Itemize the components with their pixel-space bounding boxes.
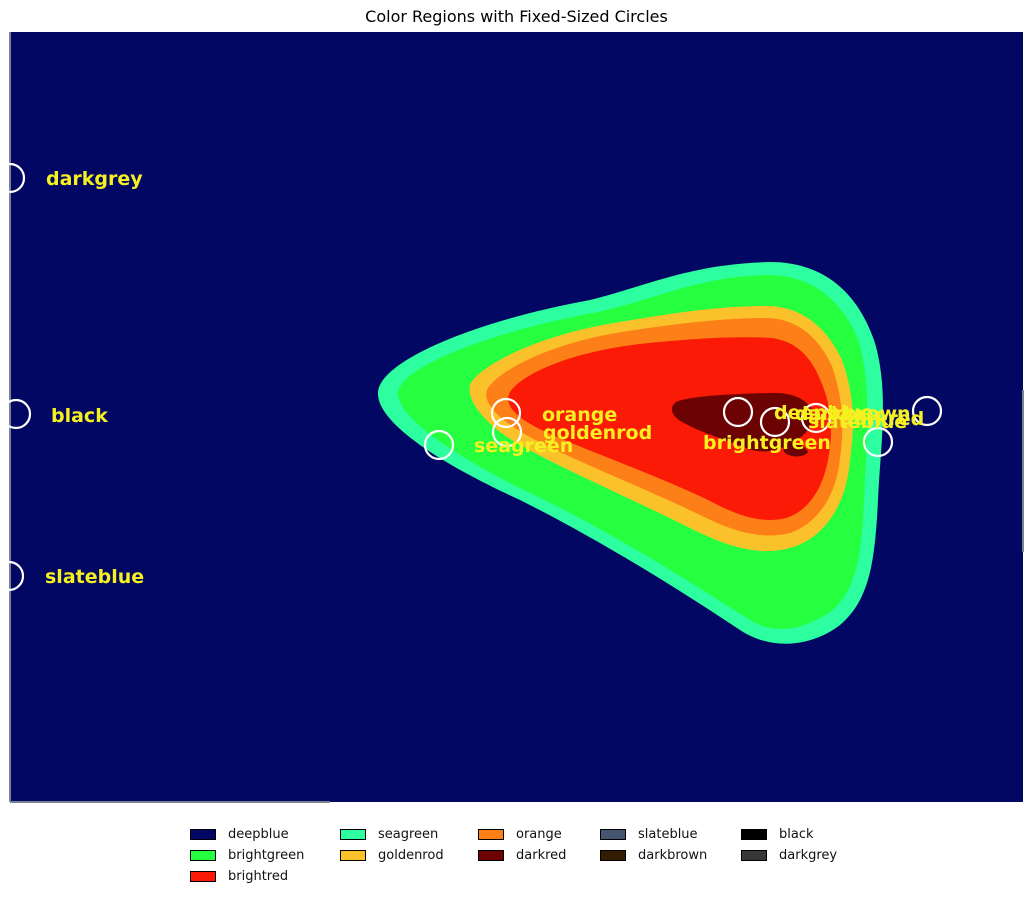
legend-label-goldenrod: goldenrod — [378, 847, 444, 863]
legend-label-black: black — [779, 826, 814, 842]
region-darkred-spot — [782, 441, 808, 457]
legend-item-seagreen: seagreen — [340, 826, 438, 842]
annotation-label-brightgreen: brightgreen — [703, 432, 831, 454]
legend-label-darkgrey: darkgrey — [779, 847, 838, 863]
annotation-label-seagreen: seagreen — [474, 435, 573, 457]
legend-item-brightgreen: brightgreen — [190, 847, 304, 863]
legend-label-darkbrown: darkbrown — [638, 847, 708, 863]
legend: deepblue brightgreen brightred seagreen gold… — [190, 826, 890, 886]
legend-swatch-brightgreen — [190, 849, 216, 861]
legend-swatch-darkgrey — [741, 849, 767, 861]
annotation-label-slateblue: slateblue — [45, 566, 144, 588]
annotation-label-black: black — [51, 405, 108, 427]
legend-label-orange: orange — [516, 826, 562, 842]
annotation-circle-orange — [490, 397, 522, 429]
legend-item-darkgrey: darkgrey — [741, 847, 837, 863]
legend-label-slateblue: slateblue — [638, 826, 698, 842]
annotation-label-orange: orange — [542, 404, 617, 426]
legend-swatch-deepblue — [190, 828, 216, 840]
annotation-circle-seagreen — [423, 429, 455, 461]
legend-swatch-darkbrown — [600, 849, 626, 861]
legend-swatch-seagreen — [340, 828, 366, 840]
axes-frame — [9, 32, 1024, 803]
annotation-label-goldenrod: goldenrod — [543, 422, 652, 444]
region-brightred — [508, 337, 832, 520]
annotation-label-darkred: darkred — [840, 408, 924, 430]
annotation-circle-darkgrey — [0, 162, 26, 194]
annotation-label-deepblue: deepblue — [774, 402, 874, 424]
legend-item-black: black — [741, 826, 814, 842]
legend-swatch-darkred — [478, 849, 504, 861]
legend-item-darkred: darkred — [478, 847, 566, 863]
annotation-label-slateblue: slateblue — [808, 411, 907, 433]
legend-item-deepblue: deepblue — [190, 826, 289, 842]
legend-label-brightred: brightred — [228, 868, 289, 884]
legend-label-brightgreen: brightgreen — [228, 847, 305, 863]
annotation-label-darkbrown: darkbrown — [795, 403, 911, 425]
annotation-circle-brightgreen — [862, 426, 894, 458]
legend-item-darkbrown: darkbrown — [600, 847, 707, 863]
annotation-circle-darkred — [911, 395, 943, 427]
legend-swatch-brightred — [190, 870, 216, 882]
legend-swatch-slateblue — [600, 828, 626, 840]
legend-swatch-goldenrod — [340, 849, 366, 861]
legend-label-seagreen: seagreen — [378, 826, 439, 842]
legend-item-brightred: brightred — [190, 868, 288, 884]
annotation-circle-black — [0, 398, 32, 430]
annotation-circle-slateblue — [0, 560, 25, 592]
legend-label-darkred: darkred — [516, 847, 567, 863]
legend-swatch-orange — [478, 828, 504, 840]
legend-item-orange: orange — [478, 826, 562, 842]
annotation-circle-darkbrown — [759, 406, 791, 438]
legend-item-goldenrod: goldenrod — [340, 847, 444, 863]
annotation-circle-goldenrod — [491, 416, 523, 448]
annotation-circle-slateblue — [800, 402, 832, 434]
legend-label-deepblue: deepblue — [228, 826, 289, 842]
annotation-label-darkgrey: darkgrey — [46, 168, 143, 190]
chart-title: Color Regions with Fixed-Sized Circles — [365, 7, 668, 26]
annotation-circle-deepblue — [722, 396, 754, 428]
legend-item-slateblue: slateblue — [600, 826, 698, 842]
legend-swatch-black — [741, 828, 767, 840]
